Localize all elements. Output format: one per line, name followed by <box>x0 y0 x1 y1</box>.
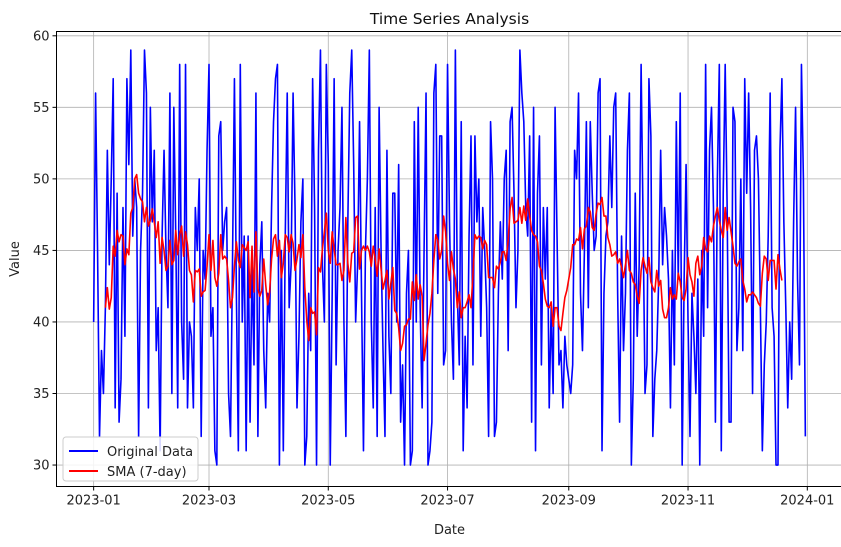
x-tick-label: 2023-07 <box>420 494 474 509</box>
x-tick-label: 2023-11 <box>661 494 715 509</box>
y-tick-label: 40 <box>33 315 50 330</box>
x-tick-label: 2023-01 <box>66 494 120 509</box>
x-tick-label: 2023-03 <box>182 494 236 509</box>
plot-area <box>92 49 807 466</box>
series-line-sma-7-day <box>104 173 783 362</box>
y-tick-label: 55 <box>33 101 50 116</box>
y-axis-title: Value <box>8 241 23 277</box>
plot-frame <box>56 31 841 487</box>
x-tick-label: 2024-01 <box>780 494 834 509</box>
legend: Original Data SMA (7-day) <box>62 436 199 482</box>
y-tick-label: 60 <box>33 29 50 44</box>
series-line-original-data <box>92 49 807 466</box>
legend-label-sma: SMA (7-day) <box>107 465 187 480</box>
y-tick-label: 30 <box>33 459 50 474</box>
y-tick-label: 50 <box>33 172 50 187</box>
chart-title: Time Series Analysis <box>369 10 529 28</box>
y-tick-label: 35 <box>33 387 50 402</box>
y-tick-label: 45 <box>33 244 50 259</box>
x-axis-title: Date <box>434 523 465 538</box>
x-tick-label: 2023-05 <box>301 494 355 509</box>
axis-ticks: 2023-01 2023-03 2023-05 2023-07 2023-09 2023-… <box>33 29 835 508</box>
x-tick-label: 2023-09 <box>542 494 596 509</box>
legend-label-original-data: Original Data <box>107 445 193 460</box>
